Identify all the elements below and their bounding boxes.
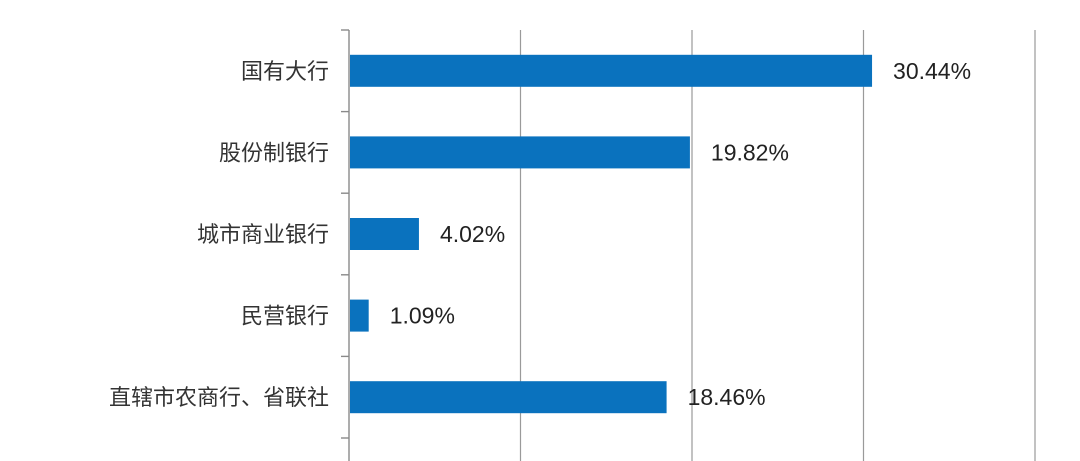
bar-3 bbox=[350, 299, 369, 332]
bar-4 bbox=[350, 381, 667, 414]
value-label-0: 30.44% bbox=[893, 58, 971, 84]
category-label-0: 国有大行 bbox=[241, 60, 329, 85]
value-label-3: 1.09% bbox=[390, 303, 455, 329]
bars bbox=[350, 54, 873, 414]
value-label-1: 19.82% bbox=[711, 139, 789, 165]
category-label-3: 民营银行 bbox=[241, 305, 329, 330]
bar-1 bbox=[350, 136, 690, 169]
value-label-2: 4.02% bbox=[440, 221, 505, 247]
bar-0 bbox=[350, 54, 873, 87]
value-labels: 30.44% 19.82% 4.02% 1.09% 18.46% bbox=[390, 58, 971, 410]
category-label-1: 股份制银行 bbox=[219, 141, 329, 166]
bar-2 bbox=[350, 218, 419, 250]
category-label-2: 城市商业银行 bbox=[197, 223, 329, 248]
value-label-4: 18.46% bbox=[688, 384, 766, 410]
category-axis bbox=[341, 29, 350, 461]
category-label-4: 直辖市农商行、省联社 bbox=[109, 386, 329, 411]
